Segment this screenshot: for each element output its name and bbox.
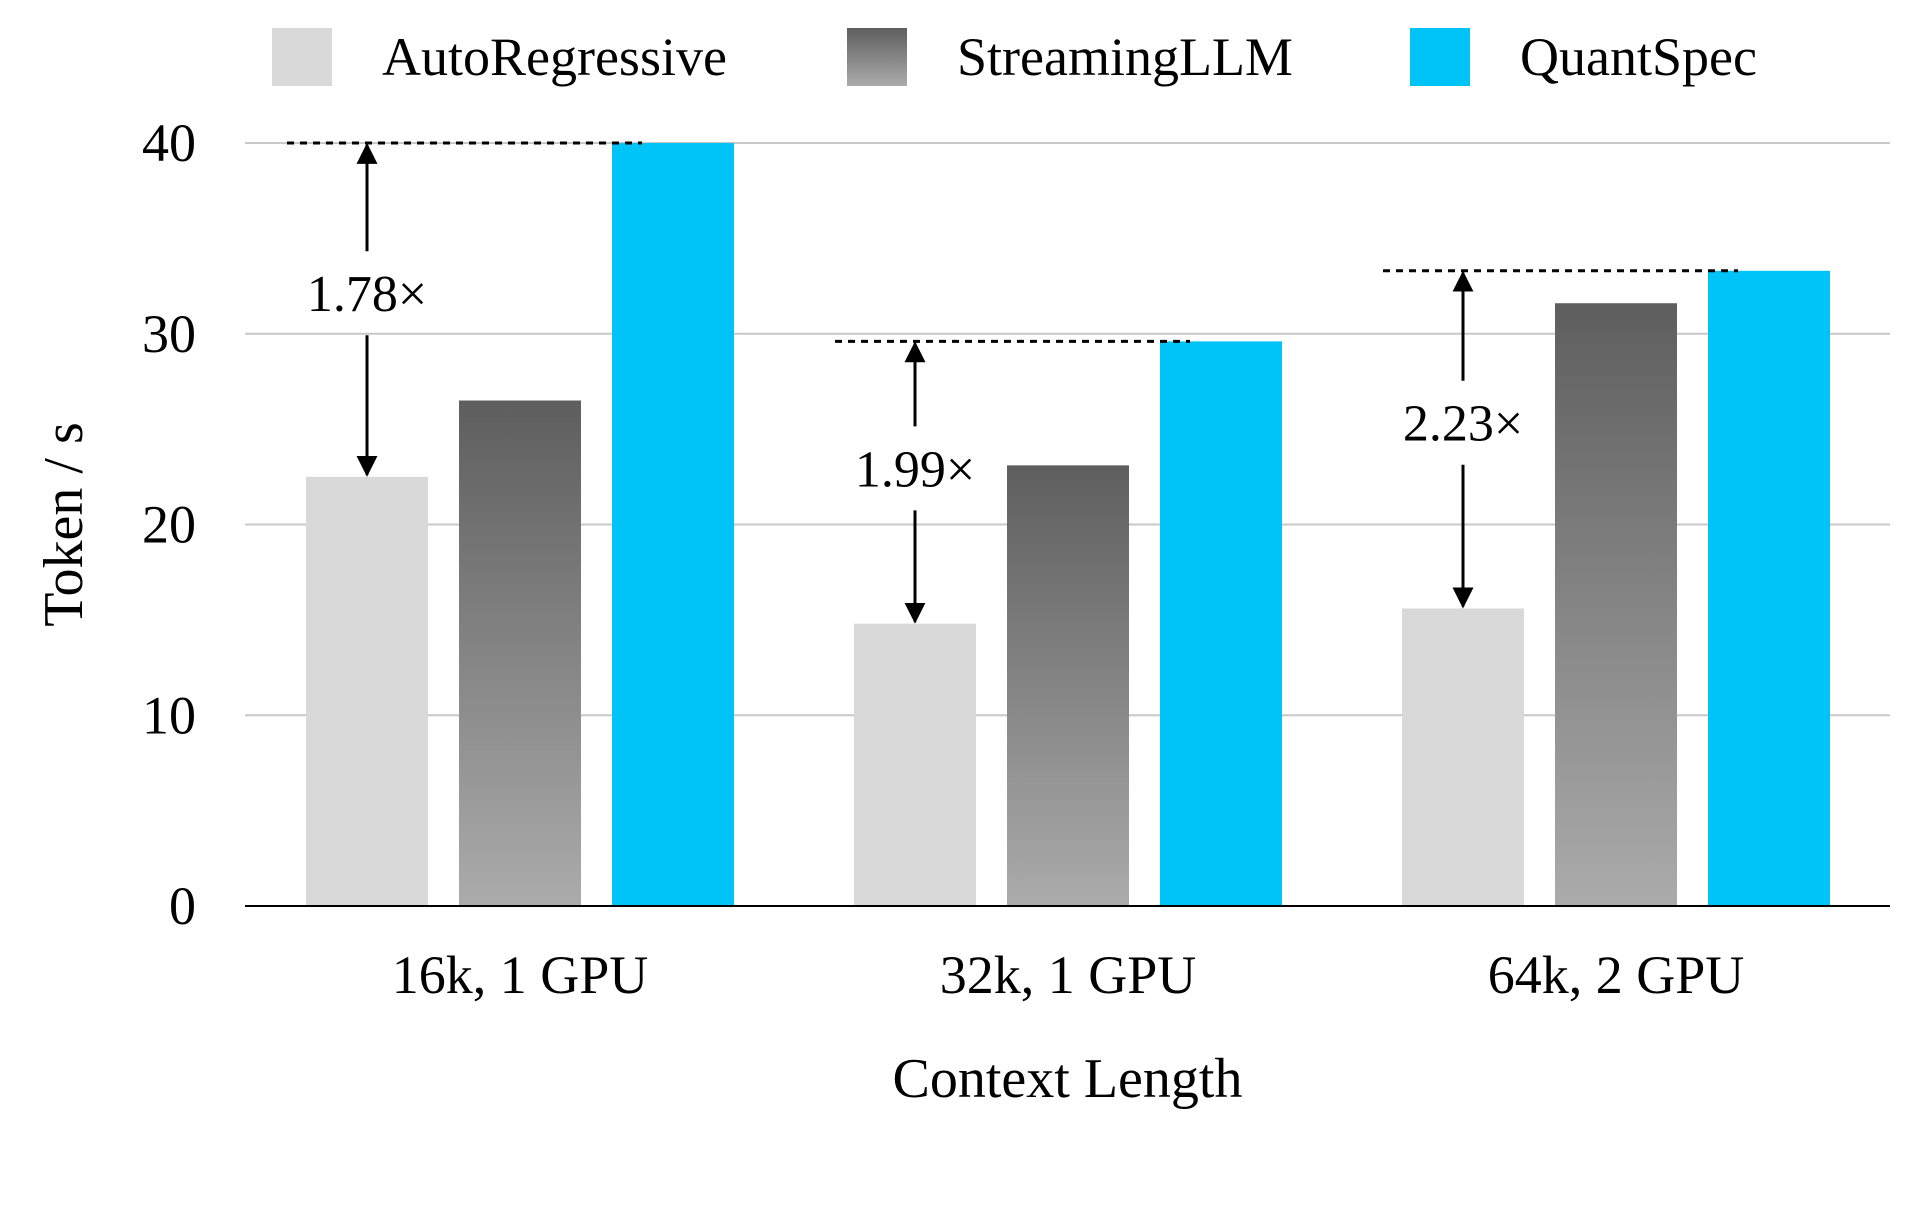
y-axis-ticks: 0 10 20 30 40 [142, 113, 196, 936]
speedup-label-64k-2-gpu: 2.23× [1403, 396, 1523, 453]
bar-streamingllm-64k-2-gpu [1555, 303, 1677, 907]
x-tick-label-32k-1-gpu: 32k, 1 GPU [940, 945, 1197, 1005]
bar-streamingllm-16k-1-gpu [459, 400, 581, 906]
bar-autoregressive-16k-1-gpu [306, 476, 428, 906]
y-tick-label-10: 10 [142, 685, 196, 745]
legend-label-autoregressive: AutoRegressive [382, 27, 727, 87]
bar-quantspec-64k-2-gpu [1708, 270, 1830, 906]
legend-swatch-autoregressive [272, 28, 332, 86]
bars [306, 143, 1830, 907]
legend-label-streamingllm: StreamingLLM [957, 27, 1293, 87]
x-tick-label-16k-1-gpu: 16k, 1 GPU [392, 945, 649, 1005]
speedup-label-16k-1-gpu: 1.78× [307, 266, 427, 323]
x-tick-label-64k-2-gpu: 64k, 2 GPU [1488, 945, 1745, 1005]
y-tick-label-0: 0 [169, 876, 196, 936]
bar-streamingllm-32k-1-gpu [1007, 465, 1129, 906]
x-axis-title: Context Length [893, 1048, 1243, 1110]
y-axis-title: Token / s [33, 422, 95, 627]
annotations: 1.78× 1.99× 2.23× [287, 141, 1738, 624]
bar-quantspec-16k-1-gpu [612, 143, 734, 906]
speedup-label-32k-1-gpu: 1.99× [855, 441, 975, 498]
bar-autoregressive-32k-1-gpu [854, 623, 976, 906]
bar-autoregressive-64k-2-gpu [1402, 608, 1524, 906]
legend-swatch-streamingllm [847, 28, 907, 86]
y-tick-label-20: 20 [142, 495, 196, 555]
y-tick-label-40: 40 [142, 113, 196, 173]
legend: AutoRegressive StreamingLLM QuantSpec [272, 27, 1757, 87]
legend-label-quantspec: QuantSpec [1520, 27, 1757, 87]
legend-swatch-quantspec [1410, 28, 1470, 86]
x-axis-categories: 16k, 1 GPU 32k, 1 GPU 64k, 2 GPU [392, 945, 1745, 1005]
bar-quantspec-32k-1-gpu [1160, 341, 1282, 906]
y-tick-label-30: 30 [142, 304, 196, 364]
